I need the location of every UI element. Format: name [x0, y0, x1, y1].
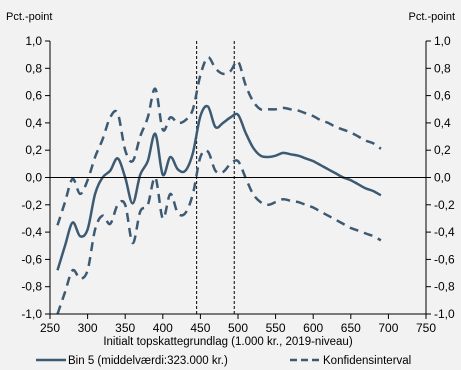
x-tick-label-0: 250: [40, 321, 60, 335]
y-tick-label-right-3: -0,4: [434, 225, 455, 239]
legend: Bin 5 (middelværdi:323.000 kr.) Konfiden…: [36, 355, 411, 367]
y-tick-label-left-5: 0,0: [25, 171, 42, 185]
y-tick-label-right-9: 0,8: [434, 61, 451, 75]
y-tick-label-left-4: -0,2: [21, 198, 42, 212]
plot-area: [49, 41, 427, 315]
legend-item-estimate: Bin 5 (middelværdi:323.000 kr.): [36, 355, 228, 367]
legend-label-estimate: Bin 5 (middelværdi:323.000 kr.): [68, 355, 228, 367]
x-tick-label-7: 600: [303, 321, 323, 335]
y-axis-ticks: -1,0 -1,0 -0,8 -0,8 -0,6 -0,6 -0,4 -0,4 -0,2 -0,2…: [21, 34, 455, 321]
y-tick-label-left-1: -0,8: [21, 280, 42, 294]
x-tick-label-4: 450: [190, 321, 210, 335]
y-tick-label-left-7: 0,4: [25, 116, 42, 130]
y-axis-unit-left: Pct.-point: [6, 11, 52, 23]
y-tick-label-right-10: 1,0: [434, 34, 451, 48]
y-tick-label-right-8: 0,6: [434, 89, 451, 103]
y-tick-label-right-4: -0,2: [434, 198, 455, 212]
series-line-ci-upper: [56, 56, 382, 226]
x-tick-label-10: 750: [416, 321, 436, 335]
y-tick-label-right-0: -1,0: [434, 307, 455, 321]
y-tick-label-left-6: 0,2: [25, 143, 42, 157]
y-tick-label-left-8: 0,6: [25, 89, 42, 103]
x-tick-label-2: 350: [115, 321, 135, 335]
x-tick-label-8: 650: [341, 321, 361, 335]
x-tick-label-6: 550: [266, 321, 286, 335]
y-tick-label-right-1: -0,8: [434, 280, 455, 294]
series-line-estimate: [56, 104, 382, 271]
legend-item-confidence: Konfidensinterval: [290, 355, 411, 367]
x-tick-label-1: 300: [78, 321, 98, 335]
y-tick-label-left-0: -1,0: [21, 307, 42, 321]
y-tick-label-right-5: 0,0: [434, 171, 451, 185]
x-axis-label: Initialt topskattegrundlag (1.000 kr., 2…: [103, 336, 352, 348]
x-tick-label-3: 400: [153, 321, 173, 335]
y-axis-unit-right: Pct.-point: [409, 11, 455, 23]
y-tick-label-left-2: -0,6: [21, 252, 42, 266]
series-layer: [56, 56, 382, 315]
y-tick-label-right-7: 0,4: [434, 116, 451, 130]
x-tick-label-9: 700: [378, 321, 398, 335]
y-tick-label-right-6: 0,2: [434, 143, 451, 157]
x-tick-label-5: 500: [228, 321, 248, 335]
y-tick-label-left-9: 0,8: [25, 61, 42, 75]
legend-label-confidence: Konfidensinterval: [323, 355, 411, 367]
x-axis-ticks: 250 300 350 400 450 500 550 600 650 700 750: [40, 314, 436, 335]
y-tick-label-left-3: -0,4: [21, 225, 42, 239]
y-tick-label-left-10: 1,0: [25, 34, 42, 48]
y-tick-label-right-2: -0,6: [434, 252, 455, 266]
series-line-ci-lower: [56, 149, 382, 315]
